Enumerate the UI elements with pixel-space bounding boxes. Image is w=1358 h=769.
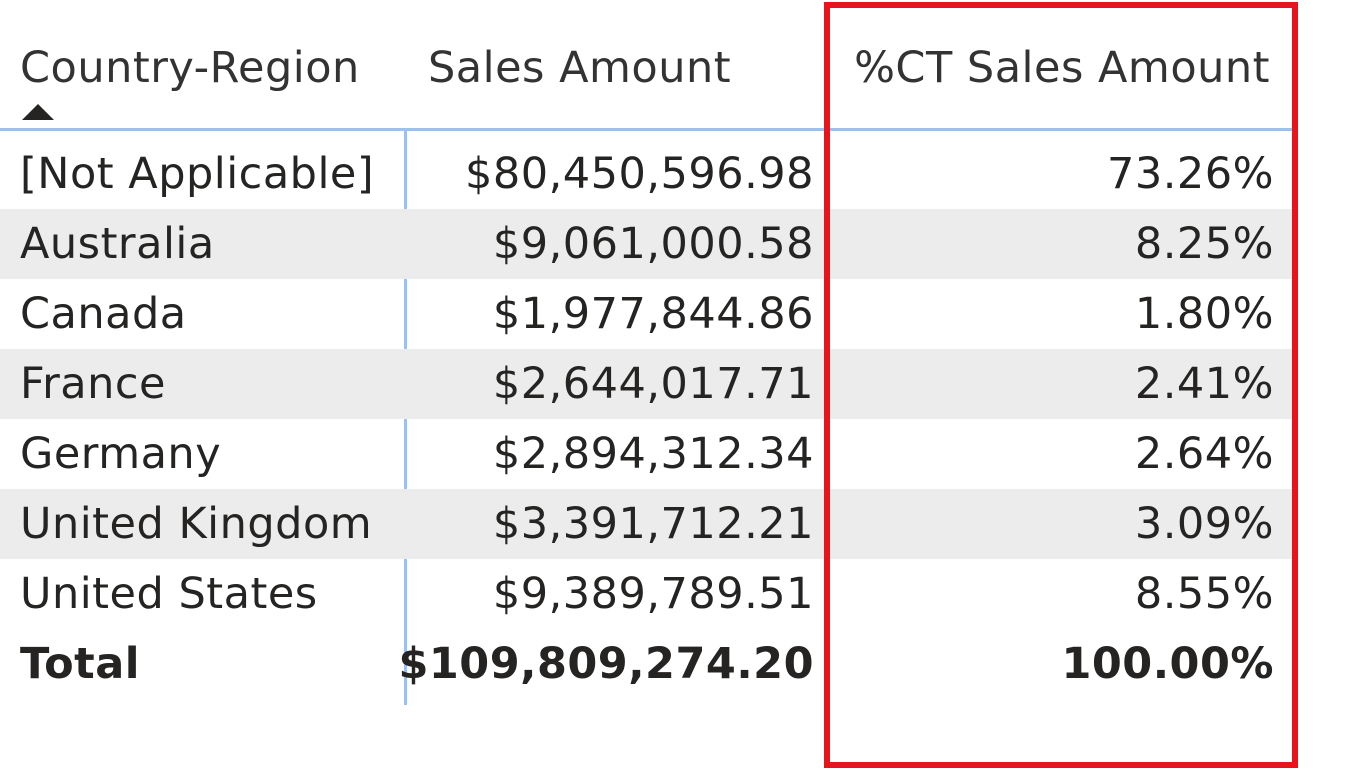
table-row[interactable]: France $2,644,017.71 2.41% <box>0 349 1292 419</box>
column-header-sales-amount[interactable]: Sales Amount <box>428 43 732 93</box>
row-band <box>0 349 1292 419</box>
table-row[interactable]: United Kingdom $3,391,712.21 3.09% <box>0 489 1292 559</box>
cell-sales-amount: $1,977,844.86 <box>492 289 814 339</box>
cell-sales-amount: $9,061,000.58 <box>492 219 814 269</box>
cell-total-sales-amount: $109,809,274.20 <box>398 639 814 689</box>
table-header-row: Country-Region Sales Amount %CT Sales Am… <box>0 0 1292 131</box>
matrix-table: Country-Region Sales Amount %CT Sales Am… <box>0 0 1292 705</box>
cell-pct-sales-amount: 1.80% <box>1134 289 1274 339</box>
table-row[interactable]: Canada $1,977,844.86 1.80% <box>0 279 1292 349</box>
cell-sales-amount: $9,389,789.51 <box>492 569 814 619</box>
sort-ascending-triangle-icon[interactable] <box>22 104 54 120</box>
cell-country-region: United States <box>20 569 318 619</box>
cell-sales-amount: $80,450,596.98 <box>465 149 814 199</box>
cell-pct-sales-amount: 8.25% <box>1134 219 1274 269</box>
table-total-row[interactable]: Total $109,809,274.20 100.00% <box>0 629 1292 699</box>
cell-pct-sales-amount: 2.64% <box>1134 429 1274 479</box>
cell-country-region: Canada <box>20 289 187 339</box>
cell-sales-amount: $2,644,017.71 <box>492 359 814 409</box>
cell-sales-amount: $3,391,712.21 <box>492 499 814 549</box>
cell-pct-sales-amount: 73.26% <box>1107 149 1274 199</box>
table-row[interactable]: Germany $2,894,312.34 2.64% <box>0 419 1292 489</box>
cell-country-region: France <box>20 359 166 409</box>
cell-pct-sales-amount: 8.55% <box>1134 569 1274 619</box>
cell-sales-amount: $2,894,312.34 <box>492 429 814 479</box>
cell-pct-sales-amount: 2.41% <box>1134 359 1274 409</box>
cell-country-region: Germany <box>20 429 222 479</box>
cell-pct-sales-amount: 3.09% <box>1134 499 1274 549</box>
cell-country-region: Australia <box>20 219 215 269</box>
cell-total-label: Total <box>20 639 140 689</box>
column-header-country-region[interactable]: Country-Region <box>20 43 360 93</box>
table-row[interactable]: [Not Applicable] $80,450,596.98 73.26% <box>0 139 1292 209</box>
pct-column-highlight-box <box>824 2 1298 768</box>
row-band <box>0 209 1292 279</box>
cell-country-region: [Not Applicable] <box>20 149 375 199</box>
column-header-pct-sales-amount[interactable]: %CT Sales Amount <box>854 43 1270 93</box>
cell-total-pct-sales-amount: 100.00% <box>1061 639 1274 689</box>
table-row[interactable]: Australia $9,061,000.58 8.25% <box>0 209 1292 279</box>
table-row[interactable]: United States $9,389,789.51 8.55% <box>0 559 1292 629</box>
row-band <box>0 489 1292 559</box>
cell-country-region: United Kingdom <box>20 499 373 549</box>
